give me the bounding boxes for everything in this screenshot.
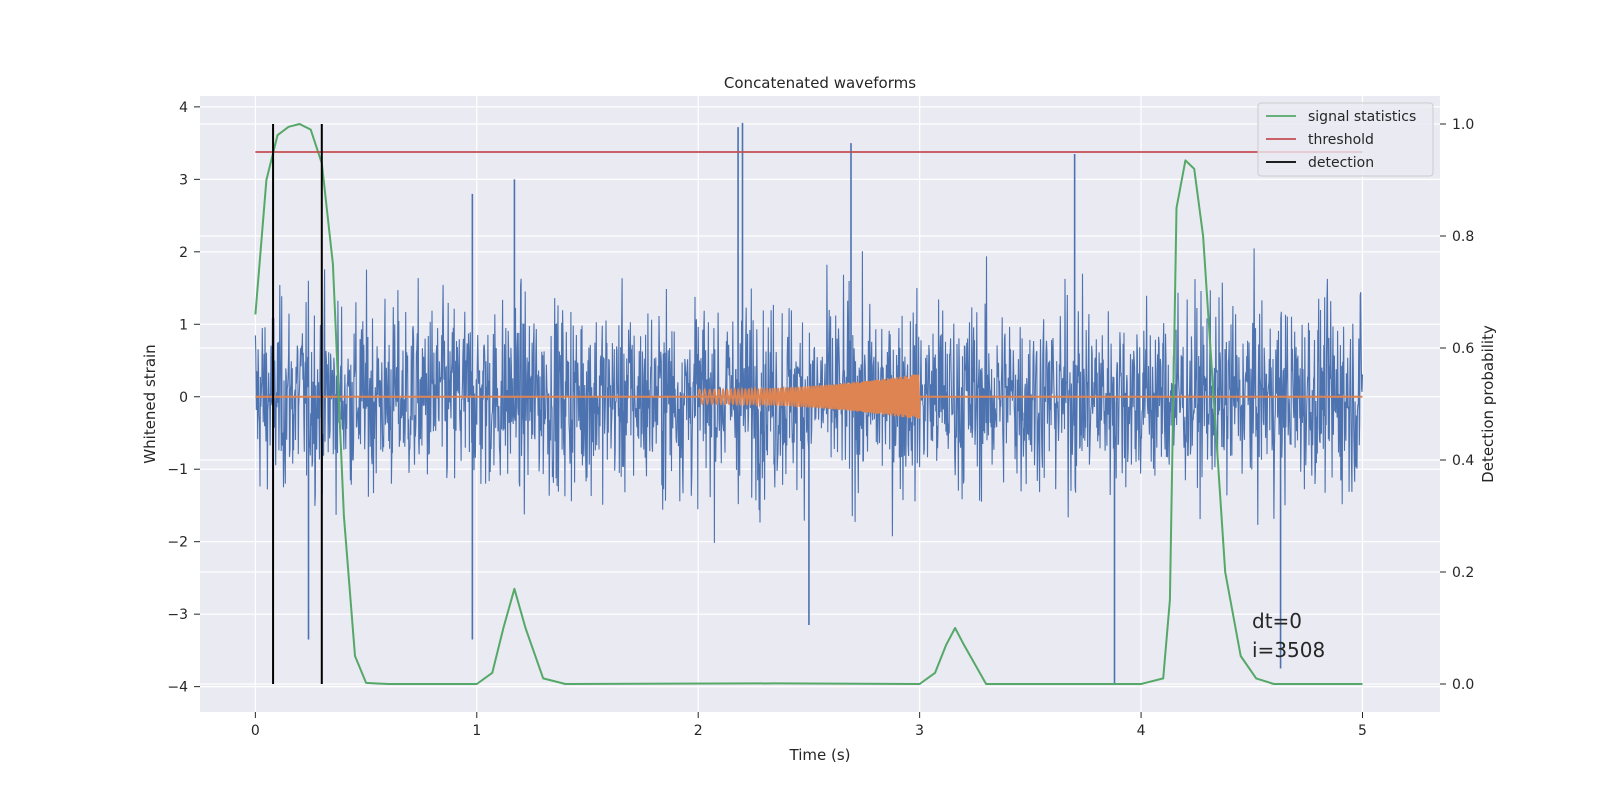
injected-signal-series bbox=[255, 374, 1363, 419]
y-tick-label: 4 bbox=[179, 100, 188, 116]
chart-title: Concatenated waveforms bbox=[724, 74, 916, 92]
noise-series bbox=[254, 122, 1364, 684]
y-tick-label: −4 bbox=[167, 680, 188, 696]
y-axis-label: Whitened strain bbox=[141, 344, 159, 463]
x-tick-label: 1 bbox=[472, 723, 481, 739]
x-tick-label: 3 bbox=[915, 723, 924, 739]
y-tick-label: 1 bbox=[179, 317, 188, 333]
y2-tick-label: 0.8 bbox=[1452, 229, 1474, 245]
annotation-index: i=3508 bbox=[1252, 638, 1325, 662]
x-tick-label: 4 bbox=[1137, 723, 1146, 739]
y-tick-label: 0 bbox=[179, 390, 188, 406]
legend-label-detection: detection bbox=[1308, 155, 1374, 171]
y-tick-label: −2 bbox=[167, 535, 188, 551]
y-tick-label: −1 bbox=[167, 462, 188, 478]
y2-tick-label: 0.2 bbox=[1452, 565, 1474, 581]
legend-label-signal-statistics: signal statistics bbox=[1308, 109, 1416, 125]
y2-tick-label: 0.0 bbox=[1452, 677, 1474, 693]
y-tick-label: −3 bbox=[167, 607, 188, 623]
x-axis-label: Time (s) bbox=[789, 746, 851, 764]
signal-statistics-line bbox=[254, 123, 1363, 685]
x-tick-label: 0 bbox=[251, 723, 260, 739]
x-tick-label: 2 bbox=[694, 723, 703, 739]
y-tick-label: 2 bbox=[179, 245, 188, 261]
annotation-dt: dt=0 bbox=[1252, 609, 1302, 633]
y-tick-label: 3 bbox=[179, 172, 188, 188]
x-tick-label: 5 bbox=[1358, 723, 1367, 739]
annotation: dt=0 i=3508 bbox=[1252, 609, 1325, 662]
axis-ticks: 0 1 2 3 4 5 −4 −3 −2 −1 0 1 2 3 4 0.0 0.2 0.4 0.6 0.8 1.0 bbox=[167, 100, 1474, 739]
y2-tick-label: 0.4 bbox=[1452, 453, 1474, 469]
y2-tick-label: 0.6 bbox=[1452, 341, 1474, 357]
signal-statistics-series bbox=[254, 123, 1363, 685]
y2-tick-label: 1.0 bbox=[1452, 117, 1474, 133]
legend-box bbox=[1257, 102, 1434, 177]
y2-axis-label: Detection probability bbox=[1479, 325, 1497, 483]
legend-label-threshold: threshold bbox=[1308, 132, 1374, 148]
legend: signal statistics threshold detection bbox=[1257, 102, 1434, 177]
injected-signal-line bbox=[697, 374, 921, 419]
